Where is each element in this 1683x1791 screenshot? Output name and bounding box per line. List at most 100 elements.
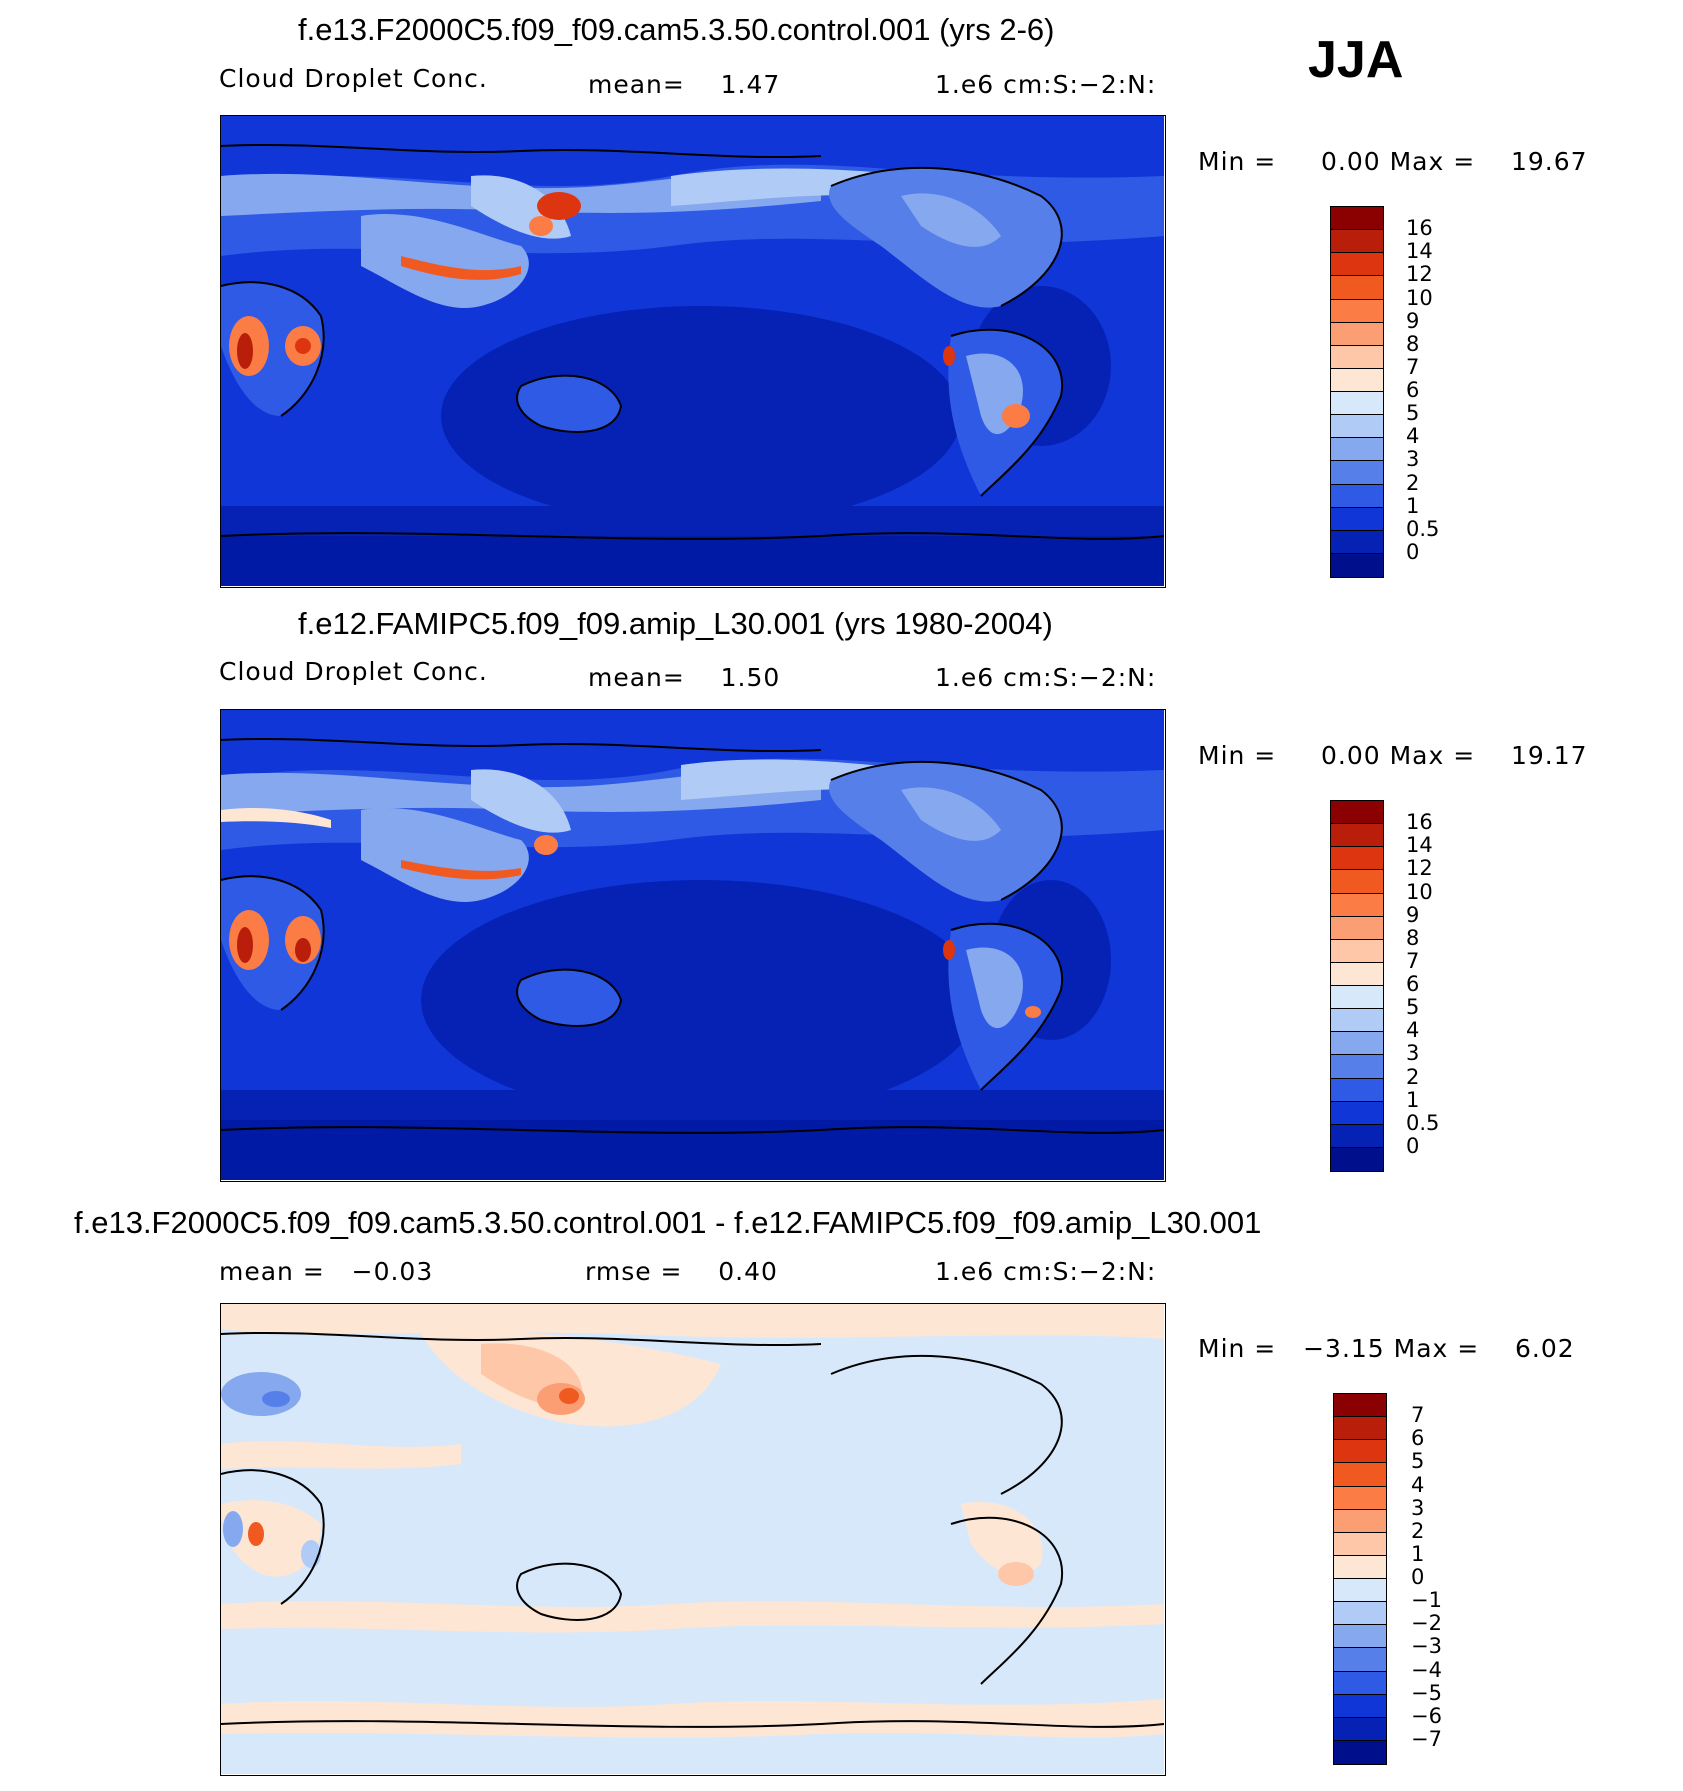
colorbar-swatch: [1334, 1694, 1386, 1718]
colorbar-swatch: [1331, 962, 1383, 986]
panel-3-map-field: [221, 1304, 1164, 1774]
panel-1-title: f.e13.F2000C5.f09_f09.cam5.3.50.control.…: [298, 12, 1055, 47]
panel-3-minmax: Min = −3.15 Max = 6.02: [1198, 1334, 1575, 1363]
colorbar-swatch: [1331, 438, 1383, 462]
panel-2-mean: mean= 1.50: [588, 663, 781, 692]
colorbar-swatch: [1331, 1055, 1383, 1079]
colorbar-tick-label: −6: [1411, 1703, 1442, 1728]
panel-3-map: [220, 1303, 1166, 1776]
panel-1-variable: Cloud Droplet Conc.: [219, 64, 488, 93]
panel-2-colorbar: [1330, 800, 1384, 1172]
colorbar-swatch: [1331, 939, 1383, 963]
colorbar-tick-label: 9: [1406, 308, 1420, 333]
colorbar-tick-label: 7: [1406, 354, 1420, 379]
colorbar-tick-label: 12: [1406, 262, 1433, 287]
colorbar-swatch: [1331, 1032, 1383, 1056]
colorbar-tick-label: 2: [1411, 1518, 1425, 1543]
colorbar-swatch: [1334, 1717, 1386, 1741]
colorbar-swatch: [1334, 1555, 1386, 1579]
colorbar-swatch: [1334, 1740, 1386, 1764]
colorbar-swatch: [1331, 916, 1383, 940]
colorbar-swatch: [1334, 1532, 1386, 1556]
colorbar-swatch: [1331, 461, 1383, 485]
panel-2-map-field: [221, 710, 1164, 1180]
colorbar-swatch: [1334, 1486, 1386, 1510]
colorbar-tick-label: 6: [1406, 972, 1420, 996]
colorbar-swatch: [1334, 1440, 1386, 1464]
colorbar-tick-label: 10: [1406, 879, 1433, 904]
colorbar-swatch: [1331, 1078, 1383, 1102]
colorbar-tick-label: −1: [1411, 1588, 1442, 1613]
colorbar-swatch: [1331, 207, 1383, 231]
colorbar-swatch: [1331, 345, 1383, 369]
colorbar-tick-label: 7: [1411, 1403, 1425, 1428]
colorbar-swatch: [1331, 1101, 1383, 1125]
colorbar-swatch: [1331, 276, 1383, 300]
colorbar-tick-label: 1: [1411, 1541, 1425, 1566]
panel-3-colorbar: [1333, 1393, 1387, 1765]
colorbar-swatch: [1331, 230, 1383, 254]
colorbar-swatch: [1331, 322, 1383, 346]
colorbar-swatch: [1331, 1147, 1383, 1171]
colorbar-swatch: [1331, 1009, 1383, 1033]
panel-2-minmax: Min = 0.00 Max = 19.17: [1198, 741, 1588, 770]
colorbar-tick-label: 6: [1411, 1426, 1425, 1451]
colorbar-tick-label: 5: [1406, 401, 1420, 426]
colorbar-tick-label: −2: [1411, 1611, 1442, 1636]
panel-1-minmax: Min = 0.00 Max = 19.67: [1198, 147, 1588, 176]
colorbar-swatch: [1331, 253, 1383, 277]
colorbar-tick-label: 1: [1406, 1087, 1420, 1112]
colorbar-tick-label: 0: [1411, 1565, 1425, 1589]
colorbar-swatch: [1334, 1579, 1386, 1603]
colorbar-tick-label: −3: [1411, 1634, 1442, 1659]
colorbar-tick-label: 3: [1406, 1041, 1420, 1066]
colorbar-swatch: [1334, 1509, 1386, 1533]
panel-3-title: f.e13.F2000C5.f09_f09.cam5.3.50.control.…: [74, 1205, 1262, 1240]
colorbar-swatch: [1331, 415, 1383, 439]
colorbar-swatch: [1331, 299, 1383, 323]
colorbar-swatch: [1334, 1602, 1386, 1626]
colorbar-tick-label: 12: [1406, 856, 1433, 881]
colorbar-swatch: [1331, 392, 1383, 416]
colorbar-tick-label: 0.5: [1406, 516, 1440, 541]
colorbar-tick-label: 10: [1406, 285, 1433, 310]
colorbar-tick-label: 7: [1406, 948, 1420, 973]
colorbar-tick-label: 5: [1406, 995, 1420, 1020]
colorbar-swatch: [1334, 1625, 1386, 1649]
panel-2-map: [220, 709, 1166, 1182]
panel-1-units: 1.e6 cm:S:−2:N:: [935, 70, 1157, 99]
colorbar-tick-label: 0: [1406, 1133, 1420, 1158]
panel-2-units: 1.e6 cm:S:−2:N:: [935, 663, 1157, 692]
colorbar-tick-label: −4: [1411, 1657, 1442, 1682]
panel-1-map: [220, 115, 1166, 588]
panel-2-title: f.e12.FAMIPC5.f09_f09.amip_L30.001 (yrs …: [298, 606, 1053, 641]
colorbar-swatch: [1331, 484, 1383, 508]
colorbar-tick-label: 5: [1411, 1449, 1425, 1474]
colorbar-swatch: [1331, 553, 1383, 577]
colorbar-swatch: [1334, 1463, 1386, 1487]
panel-1-mean: mean= 1.47: [588, 70, 781, 99]
colorbar-swatch: [1331, 870, 1383, 894]
panel-1-colorbar: [1330, 206, 1384, 578]
colorbar-tick-label: 16: [1406, 810, 1433, 835]
colorbar-tick-label: 1: [1406, 493, 1420, 518]
colorbar-swatch: [1334, 1648, 1386, 1672]
colorbar-tick-label: 4: [1406, 1018, 1420, 1043]
colorbar-tick-label: −7: [1411, 1726, 1442, 1751]
colorbar-tick-label: 8: [1406, 925, 1420, 950]
colorbar-tick-label: 4: [1411, 1472, 1425, 1497]
colorbar-tick-label: 14: [1406, 833, 1433, 858]
colorbar-swatch: [1331, 1124, 1383, 1148]
colorbar-tick-label: 4: [1406, 424, 1420, 449]
colorbar-tick-label: 3: [1406, 447, 1420, 472]
colorbar-swatch: [1334, 1394, 1386, 1418]
colorbar-tick-label: 0.5: [1406, 1110, 1440, 1135]
colorbar-swatch: [1331, 368, 1383, 392]
colorbar-swatch: [1331, 530, 1383, 554]
colorbar-tick-label: 16: [1406, 216, 1433, 241]
colorbar-tick-label: 3: [1411, 1495, 1425, 1520]
season-label: JJA: [1308, 31, 1404, 89]
panel-3-mean: mean = −0.03: [219, 1257, 434, 1286]
colorbar-tick-label: −5: [1411, 1680, 1442, 1705]
colorbar-tick-label: 0: [1406, 539, 1420, 564]
